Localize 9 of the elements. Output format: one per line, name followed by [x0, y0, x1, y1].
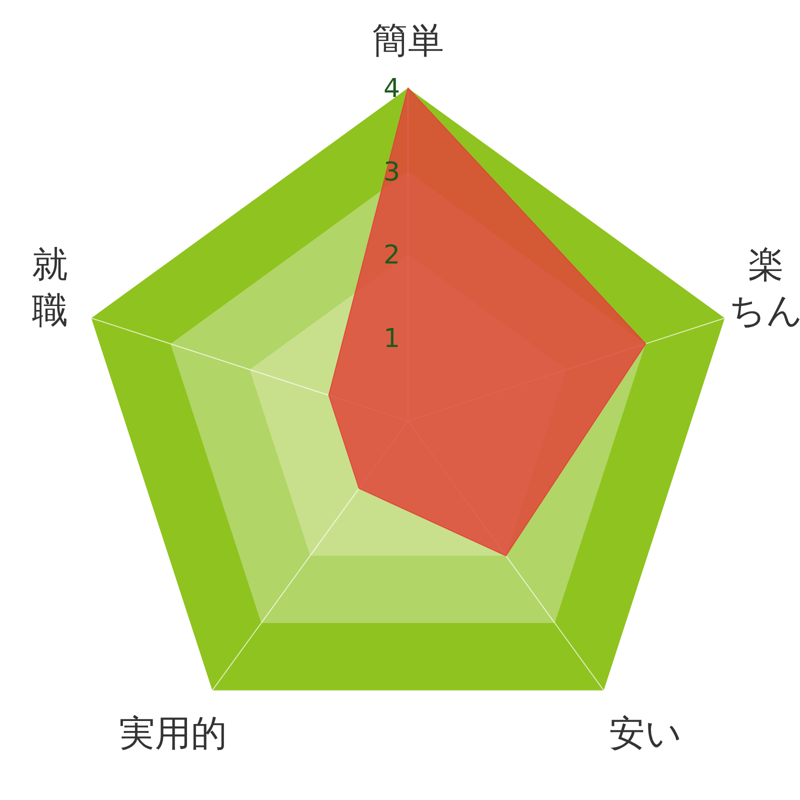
y-tick-label: 2 [383, 240, 400, 271]
spoke-label: 就職 [32, 244, 68, 332]
spoke-label: 安い [609, 713, 682, 754]
y-tick-label: 4 [383, 74, 400, 104]
y-tick-label: 3 [383, 157, 400, 188]
spoke-label: 楽ちん [728, 244, 800, 332]
y-tick-label: 1 [383, 324, 400, 354]
spoke-label: 簡単 [372, 20, 444, 62]
spoke-label: 実用的 [118, 713, 227, 754]
